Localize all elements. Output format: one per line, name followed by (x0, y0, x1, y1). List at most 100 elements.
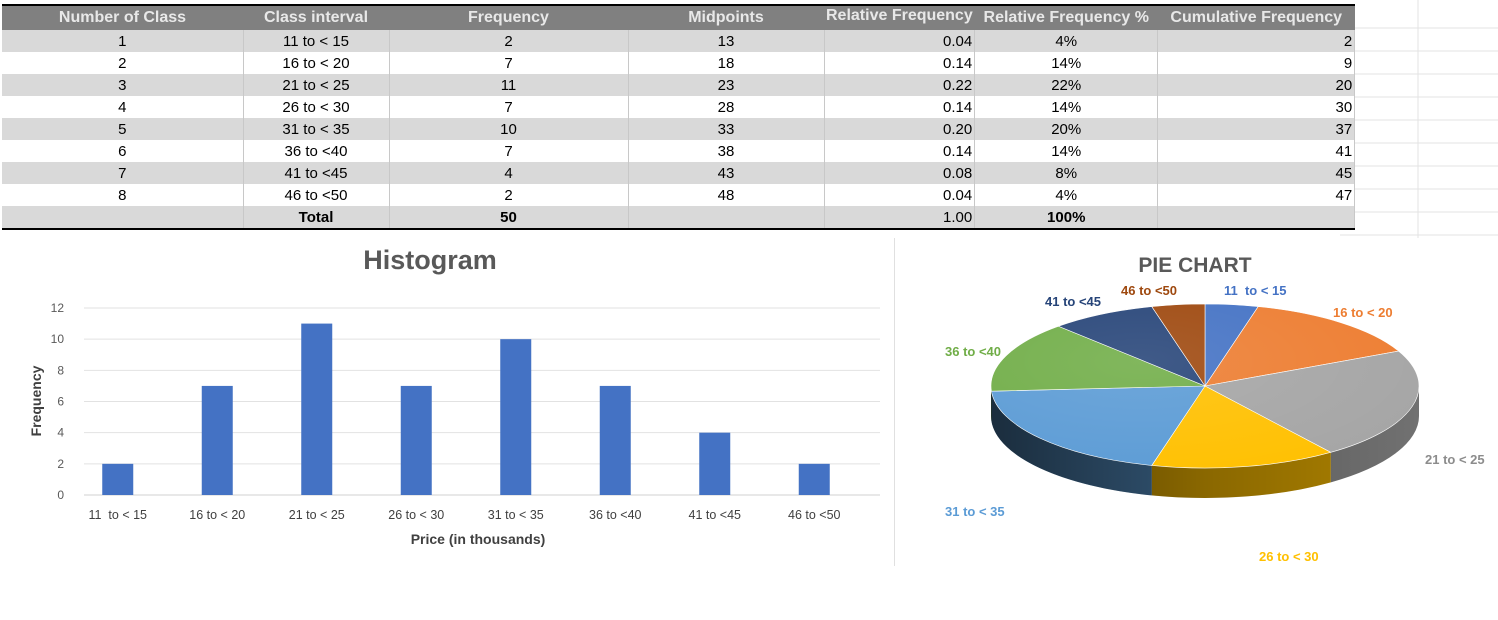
table-cell[interactable]: 3 (2, 74, 244, 96)
table-row: 4 26 to < 30 7 28 0.14 14% 30 (2, 96, 1356, 118)
histogram-title: Histogram (363, 245, 497, 275)
table-cell[interactable]: 41 (1157, 140, 1356, 162)
table-cell[interactable]: 5 (2, 118, 244, 140)
table-cell[interactable]: 46 to <50 (243, 184, 390, 206)
header-relative-frequency-percent: Relative Frequency % (974, 4, 1158, 30)
table-cell[interactable]: 2 (1157, 30, 1356, 52)
table-cell[interactable]: 20 (1157, 74, 1356, 96)
histogram-bar[interactable] (102, 463, 134, 495)
table-cell[interactable]: 0.08 (824, 162, 976, 184)
table-cell[interactable]: 6 (2, 140, 244, 162)
table-cell[interactable]: 10 (389, 118, 629, 140)
table-cell[interactable]: 37 (1157, 118, 1356, 140)
y-tick-label: 10 (51, 332, 65, 346)
table-cell[interactable]: 48 (628, 184, 825, 206)
pie-slice-label: 41 to <45 (1045, 294, 1101, 309)
histogram-bar[interactable] (301, 323, 333, 495)
table-header-row: Number of Class Class interval Frequency… (2, 4, 1355, 30)
table-cell[interactable]: 23 (628, 74, 825, 96)
table-cell[interactable]: 47 (1157, 184, 1356, 206)
pie-chart[interactable]: PIE CHART 11 to < 15 16 to < 20 21 to < 25… (897, 238, 1497, 566)
table-cell[interactable]: 26 to < 30 (243, 96, 390, 118)
x-tick-label: 11 to < 15 (89, 508, 148, 522)
table-cell[interactable]: 0.14 (824, 96, 976, 118)
table-cell[interactable]: 38 (628, 140, 825, 162)
table-cell[interactable]: 36 to <40 (243, 140, 390, 162)
table-cell[interactable]: 1 (2, 30, 244, 52)
histogram-ylabel: Frequency (28, 365, 44, 436)
histogram-bar[interactable] (500, 339, 532, 495)
table-cell[interactable]: 9 (1157, 52, 1356, 74)
table-cell[interactable]: 11 (389, 74, 629, 96)
table-cell[interactable]: 45 (1157, 162, 1356, 184)
table-cell[interactable]: 31 to < 35 (243, 118, 390, 140)
table-cell[interactable]: 0.20 (824, 118, 976, 140)
frequency-table: Number of Class Class interval Frequency… (2, 4, 1356, 230)
header-relative-frequency-text: Relative Frequency (826, 6, 973, 24)
table-cell[interactable]: 0.04 (824, 184, 976, 206)
table-cell[interactable]: 8% (974, 162, 1159, 184)
table-total-row: Total 50 1.00 100% (2, 206, 1356, 230)
table-cell[interactable]: 0.14 (824, 52, 976, 74)
table-cell[interactable]: 11 to < 15 (243, 30, 390, 52)
table-row: 3 21 to < 25 11 23 0.22 22% 20 (2, 74, 1356, 96)
table-cell[interactable]: 30 (1157, 96, 1356, 118)
table-cell[interactable]: 4 (389, 162, 629, 184)
table-cell[interactable]: 4 (2, 96, 244, 118)
histogram-bar[interactable] (201, 385, 233, 495)
table-cell[interactable]: 43 (628, 162, 825, 184)
table-cell[interactable]: 21 to < 25 (243, 74, 390, 96)
table-cell[interactable]: 7 (389, 140, 629, 162)
histogram-chart[interactable]: Histogram 0 2 4 6 8 10 12 11 to < 15 16 to < 20… (4, 238, 895, 566)
table-cell[interactable]: 2 (389, 30, 629, 52)
table-cell[interactable]: 41 to <45 (243, 162, 390, 184)
table-cell[interactable]: 4% (974, 184, 1159, 206)
pie-slice-label: 16 to < 20 (1333, 305, 1393, 320)
table-cell[interactable]: 7 (389, 96, 629, 118)
table-cell[interactable]: 20% (974, 118, 1159, 140)
table-cell[interactable]: 2 (2, 52, 244, 74)
total-cell[interactable]: Total (243, 206, 390, 230)
histogram-bar[interactable] (699, 432, 731, 495)
pie-slice-label: 11 to < 15 (1224, 283, 1287, 298)
table-cell[interactable]: 16 to < 20 (243, 52, 390, 74)
table-cell[interactable]: 2 (389, 184, 629, 206)
y-tick-label: 8 (57, 363, 64, 377)
x-tick-label: 46 to <50 (788, 508, 841, 522)
header-relative-frequency: Relative Frequency (824, 4, 975, 30)
table-cell[interactable]: 0.14 (824, 140, 976, 162)
header-class-interval: Class interval (243, 4, 389, 30)
y-tick-label: 6 (57, 395, 64, 409)
table-cell[interactable]: 33 (628, 118, 825, 140)
table-cell[interactable]: 0.04 (824, 30, 976, 52)
total-cell[interactable]: 1.00 (824, 206, 976, 230)
table-cell[interactable]: 7 (389, 52, 629, 74)
header-midpoints: Midpoints (628, 4, 824, 30)
table-cell[interactable]: 14% (974, 140, 1159, 162)
table-cell[interactable]: 4% (974, 30, 1159, 52)
histogram-bar[interactable] (599, 385, 631, 495)
histogram-bar[interactable] (798, 463, 830, 495)
empty-cell[interactable] (2, 206, 244, 230)
table-cell[interactable]: 28 (628, 96, 825, 118)
total-cell[interactable]: 50 (389, 206, 629, 230)
table-cell[interactable]: 14% (974, 52, 1159, 74)
table-cell[interactable]: 18 (628, 52, 825, 74)
table-cell[interactable]: 13 (628, 30, 825, 52)
y-tick-label: 0 (57, 488, 64, 502)
empty-cell[interactable] (628, 206, 825, 230)
table-cell[interactable]: 22% (974, 74, 1159, 96)
x-tick-label: 36 to <40 (589, 508, 642, 522)
table-row: 6 36 to <40 7 38 0.14 14% 41 (2, 140, 1356, 162)
table-row: 5 31 to < 35 10 33 0.20 20% 37 (2, 118, 1356, 140)
table-cell[interactable]: 0.22 (824, 74, 976, 96)
empty-cell[interactable] (1157, 206, 1356, 230)
total-cell[interactable]: 100% (974, 206, 1159, 230)
table-row: 2 16 to < 20 7 18 0.14 14% 9 (2, 52, 1356, 74)
histogram-bar[interactable] (400, 385, 432, 495)
table-cell[interactable]: 7 (2, 162, 244, 184)
table-cell[interactable]: 14% (974, 96, 1159, 118)
table-row: 8 46 to <50 2 48 0.04 4% 47 (2, 184, 1356, 206)
table-cell[interactable]: 8 (2, 184, 244, 206)
